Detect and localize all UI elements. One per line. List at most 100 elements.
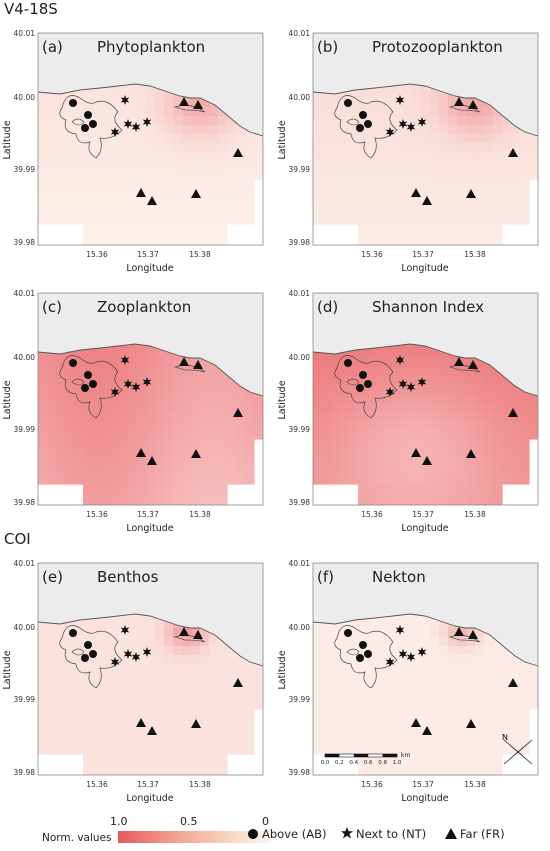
- heat-cell: [385, 188, 395, 198]
- heat-cell: [412, 376, 422, 386]
- heat-cell: [430, 394, 440, 404]
- heat-cell: [421, 673, 431, 683]
- heat-cell: [236, 691, 246, 701]
- heat-cell: [119, 403, 129, 413]
- heat-cell: [110, 143, 120, 153]
- heat-cell: [331, 134, 341, 144]
- heat-cell: [403, 646, 413, 656]
- heat-cell: [412, 161, 422, 171]
- heat-cell: [403, 421, 413, 431]
- heat-cell: [439, 197, 449, 207]
- heat-cell: [227, 125, 237, 135]
- heat-cell: [92, 502, 102, 505]
- heat-cell: [38, 691, 48, 701]
- heat-cell: [349, 143, 359, 153]
- heat-cell: [128, 206, 138, 216]
- heat-cell: [47, 403, 57, 413]
- heat-cell: [164, 197, 174, 207]
- heat-cell: [182, 403, 192, 413]
- heat-cell: [439, 700, 449, 710]
- x-tick-label: 15.37: [137, 780, 159, 789]
- site-far: [454, 627, 464, 636]
- heat-cell: [412, 197, 422, 207]
- heat-cell: [56, 691, 66, 701]
- heat-cell: [173, 727, 183, 737]
- heat-cell: [493, 700, 503, 710]
- heat-cell: [394, 691, 404, 701]
- heat-cell: [209, 233, 219, 243]
- heat-cell: [439, 430, 449, 440]
- heat-cell: [218, 188, 228, 198]
- heat-cell: [74, 466, 84, 476]
- heat-cell: [394, 89, 404, 99]
- heat-cell: [394, 344, 404, 350]
- heat-cell: [394, 619, 404, 629]
- heat-cell: [457, 763, 467, 773]
- heat-cell: [128, 502, 138, 505]
- heat-cell: [430, 430, 440, 440]
- heat-cell: [376, 125, 386, 135]
- heat-cell: [155, 709, 165, 719]
- heat-cell: [340, 664, 350, 674]
- heat-cell: [403, 170, 413, 180]
- heat-cell: [173, 215, 183, 225]
- heat-cell: [119, 484, 129, 494]
- heat-cell: [421, 439, 431, 449]
- heat-cell: [146, 98, 156, 108]
- panel-title: Phytoplankton: [97, 38, 205, 56]
- heat-cell: [218, 763, 228, 773]
- heat-cell: [209, 475, 219, 485]
- heat-cell: [322, 197, 332, 207]
- heat-cell: [191, 403, 201, 413]
- heat-cell: [119, 134, 129, 144]
- heat-cell: [119, 700, 129, 710]
- heat-cell: [227, 403, 237, 413]
- heat-cell: [218, 655, 228, 665]
- heat-cell: [245, 161, 255, 171]
- heat-cell: [385, 727, 395, 737]
- heat-cell: [457, 161, 467, 171]
- heat-cell: [421, 475, 431, 485]
- heat-cell: [457, 466, 467, 476]
- heat-cell: [110, 493, 120, 503]
- heat-cell: [421, 763, 431, 773]
- site-above: [364, 120, 372, 128]
- heat-cell: [376, 655, 386, 665]
- site-far: [179, 97, 189, 106]
- heat-cell: [439, 673, 449, 683]
- heat-cell: [155, 385, 165, 395]
- heat-cell: [74, 116, 84, 126]
- heat-cell: [475, 484, 485, 494]
- scale-bar-segment: [353, 754, 369, 757]
- heat-cell: [74, 430, 84, 440]
- heat-cell: [475, 772, 485, 775]
- heat-cell: [209, 727, 219, 737]
- heat-cell: [173, 412, 183, 422]
- heat-cell: [340, 736, 350, 746]
- heat-cell: [218, 700, 228, 710]
- heat-cell: [412, 439, 422, 449]
- heat-cell: [137, 745, 147, 755]
- heat-cell: [448, 466, 458, 476]
- heat-cell: [466, 745, 476, 755]
- heat-cell: [200, 493, 210, 503]
- heat-cell: [182, 152, 192, 162]
- heat-cell: [38, 430, 48, 440]
- heat-cell: [529, 691, 538, 701]
- heat-cell: [227, 170, 237, 180]
- heat-cell: [236, 197, 246, 207]
- heat-cell: [457, 215, 467, 225]
- heat-cell: [448, 691, 458, 701]
- heat-cell: [520, 403, 530, 413]
- heat-cell: [56, 376, 66, 386]
- heat-cell: [65, 125, 75, 135]
- heat-cell: [137, 152, 147, 162]
- heat-cell: [137, 116, 147, 126]
- heat-cell: [119, 718, 129, 728]
- heat-cell: [92, 727, 102, 737]
- heat-cell: [367, 376, 377, 386]
- heat-cell: [475, 700, 485, 710]
- heat-cell: [164, 637, 174, 647]
- heat-cell: [227, 206, 237, 216]
- heat-cell: [83, 700, 93, 710]
